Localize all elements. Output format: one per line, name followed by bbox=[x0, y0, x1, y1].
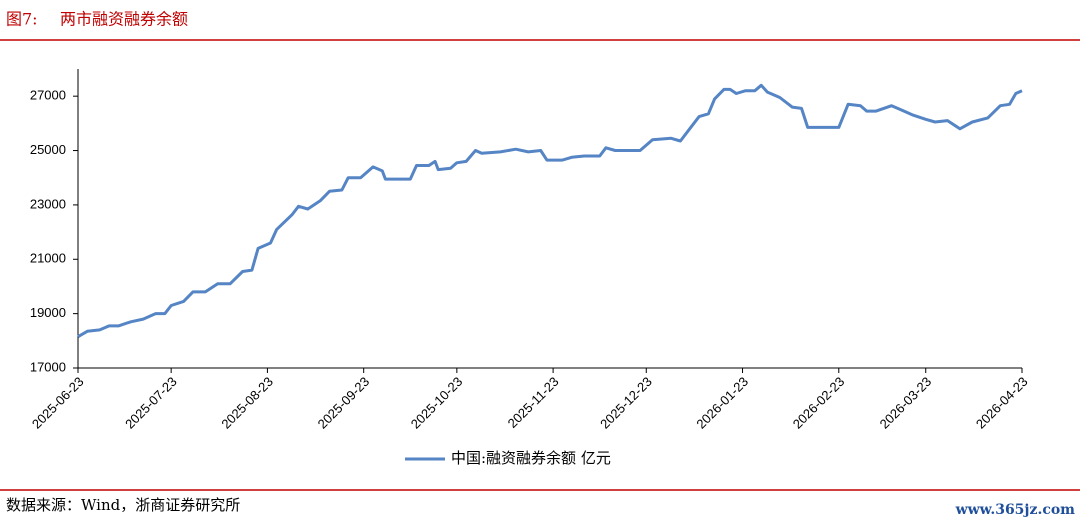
x-tick-label: 2025-06-23 bbox=[29, 374, 87, 432]
x-tick-label: 2026-04-23 bbox=[973, 374, 1031, 432]
x-tick-label: 2026-02-23 bbox=[790, 374, 848, 432]
legend-label: 中国:融资融券余额 亿元 bbox=[451, 449, 611, 467]
x-tick-label: 2025-07-23 bbox=[122, 374, 180, 432]
watermark: www.365jz.com bbox=[955, 502, 1076, 518]
series-line bbox=[77, 83, 1023, 338]
source: 数据来源：Wind，浙商证券研究所 bbox=[6, 496, 240, 514]
x-tick-label: 2025-11-23 bbox=[505, 374, 562, 431]
y-tick-label: 19000 bbox=[30, 305, 66, 320]
y-tick-label: 25000 bbox=[30, 142, 66, 157]
y-tick-label: 21000 bbox=[30, 251, 66, 266]
chart-title: 两市融资融券余额 bbox=[60, 10, 188, 29]
x-tick-label: 2025-08-23 bbox=[218, 374, 276, 432]
x-tick-label: 2025-10-23 bbox=[408, 374, 466, 432]
x-tick-label: 2026-01-23 bbox=[693, 374, 751, 432]
figure-label: 图7: bbox=[6, 10, 38, 29]
x-tick-label: 2025-12-23 bbox=[597, 374, 655, 432]
y-tick-label: 27000 bbox=[30, 88, 66, 103]
x-tick-label: 2026-03-23 bbox=[877, 374, 935, 432]
x-tick-label: 2025-09-23 bbox=[315, 374, 373, 432]
y-tick-label: 17000 bbox=[30, 359, 66, 374]
y-tick-label: 23000 bbox=[30, 196, 66, 211]
